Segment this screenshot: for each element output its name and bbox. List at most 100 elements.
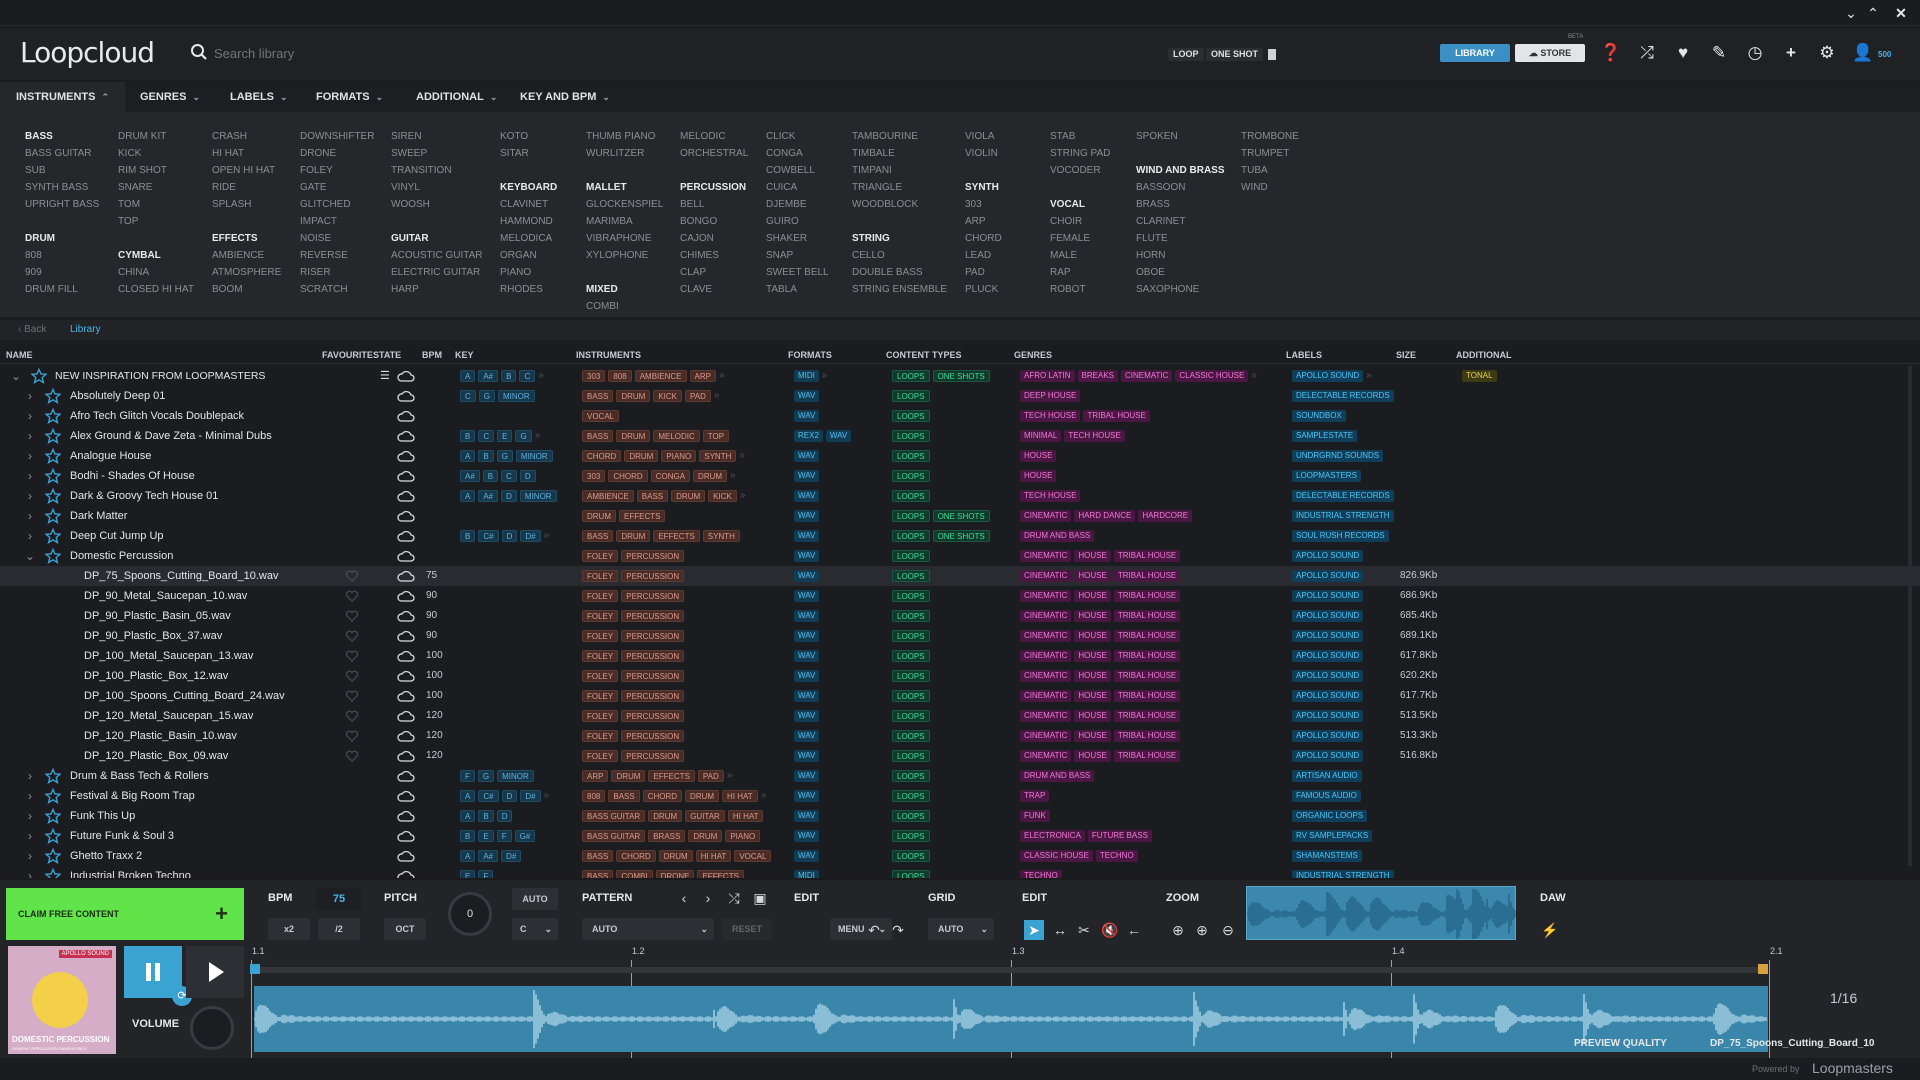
filter-tambourine[interactable]: TAMBOURINE [852, 131, 918, 142]
tag[interactable]: APOLLO SOUND [1292, 630, 1364, 643]
tag[interactable]: LOOPS [892, 650, 930, 663]
back-link[interactable]: ‹ Back [18, 324, 47, 335]
filter-string[interactable]: STRING [852, 233, 890, 244]
tag[interactable]: VOCAL [582, 410, 620, 423]
expand-chevron-icon[interactable]: › [28, 509, 32, 523]
tag[interactable]: APOLLO SOUND [1292, 710, 1364, 723]
tag[interactable]: CINEMATIC [1020, 710, 1072, 723]
filter-pluck[interactable]: PLUCK [965, 284, 999, 295]
tag[interactable]: WAV [794, 690, 820, 703]
sample-row[interactable]: DP_90_Plastic_Basin_05.wav 90 FOLEY PERCUSS… [0, 606, 1920, 626]
cloud-state-icon[interactable] [397, 569, 415, 583]
filter-snap[interactable]: SNAP [766, 250, 794, 261]
tag[interactable]: APOLLO SOUND [1292, 370, 1364, 383]
tag[interactable]: LOOPS [892, 810, 930, 823]
toggle-indicator[interactable] [1268, 49, 1276, 60]
cloud-state-icon[interactable] [397, 469, 415, 483]
expand-chevron-icon[interactable]: › [28, 529, 32, 543]
main-waveform[interactable] [253, 986, 1768, 1052]
cloud-state-icon[interactable] [397, 489, 415, 503]
filter-acoustic-guitar[interactable]: ACOUSTIC GUITAR [391, 250, 483, 261]
filter-timbale[interactable]: TIMBALE [852, 148, 895, 159]
favourite-star-icon[interactable] [45, 488, 61, 504]
pack-row[interactable]: › Funk This Up A B D BASS GUITAR DRUM GUITAR HI … [0, 806, 1920, 826]
zoom-out-icon[interactable]: ⊖ [1222, 922, 1234, 938]
filter-drone[interactable]: DRONE [300, 148, 337, 159]
key-select[interactable]: C ⌄ [512, 918, 558, 940]
tag[interactable]: WAV [794, 550, 820, 563]
tag[interactable]: CHORD [608, 470, 648, 483]
tag[interactable]: C [478, 430, 495, 443]
minimize-icon[interactable]: ⌄ [1845, 5, 1857, 21]
tag[interactable]: PERCUSSION [621, 570, 685, 583]
tag[interactable]: APOLLO SOUND [1292, 690, 1364, 703]
tag[interactable]: FOLEY [582, 630, 619, 643]
expand-chevron-icon[interactable]: › [28, 389, 32, 403]
tag[interactable]: PERCUSSION [621, 610, 685, 623]
tag[interactable]: BASS [582, 870, 614, 878]
add-icon[interactable]: + [1786, 43, 1796, 62]
tag[interactable]: WAV [794, 590, 820, 603]
cloud-state-icon[interactable] [397, 649, 415, 663]
filter-melodica[interactable]: MELODICA [500, 233, 553, 244]
tag[interactable]: PERCUSSION [621, 710, 685, 723]
tag[interactable]: TRIBAL HOUSE [1113, 590, 1181, 603]
tag[interactable]: LOOPS [892, 510, 930, 523]
cloud-state-icon[interactable] [397, 829, 415, 843]
tag[interactable]: B [478, 450, 494, 463]
filter-sitar[interactable]: SITAR [500, 148, 529, 159]
tag[interactable]: WAV [794, 670, 820, 683]
tag[interactable]: EFFECTS [653, 530, 700, 543]
more-chevron-icon[interactable]: » [739, 490, 746, 502]
sample-row[interactable]: DP_100_Metal_Saucepan_13.wav 100 FOLEY PERC… [0, 646, 1920, 666]
tag[interactable]: LOOPS [892, 730, 930, 743]
shuffle-pattern-icon[interactable]: ⤮ [728, 890, 740, 906]
filter-violin[interactable]: VIOLIN [965, 148, 998, 159]
tag[interactable]: LOOPS [892, 710, 930, 723]
tag[interactable]: LOOPS [892, 590, 930, 603]
tag[interactable]: TRIBAL HOUSE [1113, 670, 1181, 683]
app-logo[interactable]: Loopcloud [20, 36, 155, 69]
tag[interactable]: APOLLO SOUND [1292, 550, 1364, 563]
favourite-star-icon[interactable] [45, 388, 61, 404]
tag[interactable]: AFRO LATIN [1020, 370, 1075, 383]
one-shot-toggle[interactable]: ONE SHOT [1206, 48, 1264, 61]
bpm-input[interactable]: 75 [316, 888, 362, 910]
tag[interactable]: FUTURE BASS [1087, 830, 1152, 843]
col-size[interactable]: SIZE [1396, 350, 1417, 360]
filter-tom[interactable]: TOM [118, 199, 141, 210]
filter-atmosphere[interactable]: ATMOSPHERE [212, 267, 282, 278]
tag[interactable]: HOUSE [1074, 610, 1111, 623]
tag[interactable]: APOLLO SOUND [1292, 610, 1364, 623]
more-chevron-icon[interactable]: » [534, 430, 541, 442]
tag[interactable]: DRUM [693, 470, 728, 483]
stretch-tool-icon[interactable]: ↔ [1053, 922, 1067, 938]
tag[interactable]: DELECTABLE RECORDS [1292, 390, 1394, 403]
tag[interactable]: G [515, 430, 532, 443]
tag[interactable]: WAV [794, 490, 820, 503]
tag[interactable]: LOOPS [892, 370, 930, 383]
filter-marimba[interactable]: MARIMBA [586, 216, 633, 227]
tag[interactable]: D [519, 470, 536, 483]
tag[interactable]: CONGA [650, 470, 691, 483]
tag[interactable]: HOUSE [1020, 470, 1057, 483]
cloud-state-icon[interactable] [397, 729, 415, 743]
filter-string-ensemble[interactable]: STRING ENSEMBLE [852, 284, 948, 295]
tag[interactable]: LOOPS [892, 570, 930, 583]
favourite-star-icon[interactable] [45, 468, 61, 484]
expand-chevron-icon[interactable]: › [28, 849, 32, 863]
filter-crash[interactable]: CRASH [212, 131, 248, 142]
tag[interactable]: ARTISAN AUDIO [1292, 770, 1362, 783]
tag[interactable]: A [460, 370, 476, 383]
favourite-star-icon[interactable] [45, 788, 61, 804]
tag[interactable]: LOOPS [892, 390, 930, 403]
more-chevron-icon[interactable]: » [1251, 370, 1257, 382]
tag[interactable]: LOOPS [892, 490, 930, 503]
loop-region-bar[interactable] [254, 967, 1766, 973]
tag[interactable]: WAV [794, 390, 820, 403]
tag[interactable]: WAV [794, 570, 820, 583]
pack-row[interactable]: › Afro Tech Glitch Vocals Doublepack VOCAL… [0, 406, 1920, 426]
filter-clarinet[interactable]: CLARINET [1136, 216, 1186, 227]
tag[interactable]: BASS [582, 530, 614, 543]
more-chevron-icon[interactable]: » [730, 470, 736, 482]
